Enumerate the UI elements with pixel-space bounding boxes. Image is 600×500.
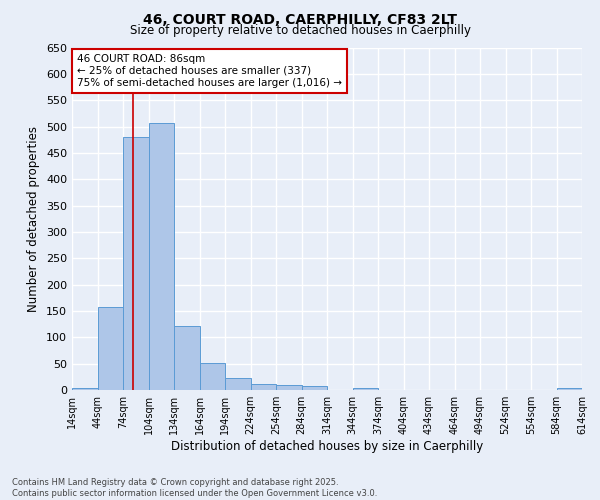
Bar: [353, 388, 378, 390]
Bar: [302, 386, 327, 390]
X-axis label: Distribution of detached houses by size in Caerphilly: Distribution of detached houses by size …: [171, 440, 483, 453]
Text: 46 COURT ROAD: 86sqm
← 25% of detached houses are smaller (337)
75% of semi-deta: 46 COURT ROAD: 86sqm ← 25% of detached h…: [77, 54, 342, 88]
Bar: [225, 378, 251, 390]
Bar: [276, 384, 302, 390]
Bar: [97, 306, 123, 390]
Text: Size of property relative to detached houses in Caerphilly: Size of property relative to detached ho…: [130, 24, 470, 37]
Text: 46, COURT ROAD, CAERPHILLY, CF83 2LT: 46, COURT ROAD, CAERPHILLY, CF83 2LT: [143, 12, 457, 26]
Bar: [251, 384, 276, 390]
Text: Contains HM Land Registry data © Crown copyright and database right 2025.
Contai: Contains HM Land Registry data © Crown c…: [12, 478, 377, 498]
Bar: [72, 388, 97, 390]
Bar: [123, 137, 149, 390]
Y-axis label: Number of detached properties: Number of detached properties: [28, 126, 40, 312]
Bar: [149, 123, 174, 390]
Bar: [557, 388, 582, 390]
Bar: [174, 326, 199, 390]
Bar: [199, 363, 225, 390]
